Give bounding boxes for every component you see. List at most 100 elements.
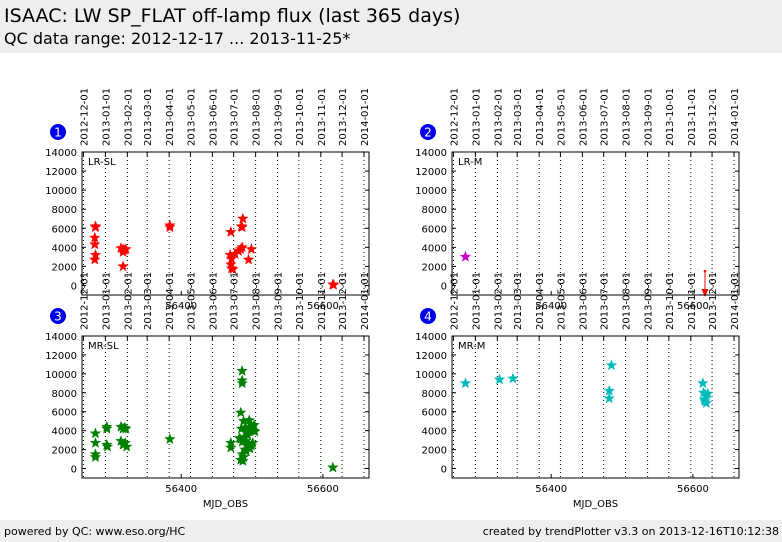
date-tick-label: 2013-03-01 bbox=[143, 272, 154, 330]
data-point bbox=[459, 250, 472, 262]
date-tick-label: 2013-10-01 bbox=[295, 272, 306, 330]
data-point bbox=[225, 441, 237, 453]
page-subtitle: QC data range: 2012-12-17 ... 2013-11-25… bbox=[4, 29, 351, 48]
y-tick-label: 4000 bbox=[52, 243, 77, 254]
date-tick-label: 2012-12-01 bbox=[79, 88, 90, 146]
y-tick-label: 0 bbox=[71, 281, 77, 292]
x-tick-label: 56600 bbox=[677, 301, 709, 312]
y-tick-label: 0 bbox=[71, 465, 77, 476]
data-point bbox=[164, 221, 176, 233]
date-tick-label: 2013-09-01 bbox=[644, 88, 655, 146]
date-tick-label: 2013-08-01 bbox=[252, 88, 263, 146]
plot-background bbox=[82, 336, 369, 478]
date-tick-label: 2013-04-01 bbox=[165, 272, 176, 330]
plot-frame bbox=[81, 151, 370, 296]
data-point bbox=[236, 377, 248, 389]
y-tick-label: 14000 bbox=[415, 148, 447, 159]
x-tick-label: 56600 bbox=[307, 484, 339, 495]
y-tick-label: 2000 bbox=[52, 262, 77, 273]
date-tick-label: 2013-09-01 bbox=[644, 272, 655, 330]
date-tick-label: 2013-03-01 bbox=[513, 88, 524, 146]
y-tick-label: 10000 bbox=[45, 370, 77, 381]
panel-number: 1 bbox=[54, 126, 62, 140]
date-tick-label: 2013-10-01 bbox=[295, 88, 306, 146]
data-point bbox=[697, 377, 709, 389]
y-tick-label: 12000 bbox=[45, 167, 77, 178]
data-point bbox=[459, 377, 472, 389]
date-tick-label: 2013-08-01 bbox=[622, 88, 633, 146]
x-tick-label: 56400 bbox=[165, 484, 197, 495]
panel-number: 3 bbox=[54, 310, 62, 324]
date-tick-label: 2013-03-01 bbox=[513, 272, 524, 330]
date-tick-label: 2014-01-01 bbox=[730, 272, 741, 330]
data-point bbox=[240, 445, 253, 457]
panel-number: 4 bbox=[424, 310, 432, 324]
date-tick-label: 2013-07-01 bbox=[230, 272, 241, 330]
y-tick-label: 2000 bbox=[422, 446, 447, 457]
footer-powered-by: powered by QC: www.eso.org/HC bbox=[4, 525, 186, 538]
date-tick-label: 2013-04-01 bbox=[165, 88, 176, 146]
data-point bbox=[247, 436, 259, 448]
x-tick-label: 56600 bbox=[307, 301, 339, 312]
plot-background bbox=[82, 152, 369, 295]
x-tick-label: 56400 bbox=[535, 484, 567, 495]
header-bar: ISAAC: LW SP_FLAT off-lamp flux (last 36… bbox=[0, 0, 782, 53]
data-point bbox=[327, 278, 340, 290]
series-label: LR-SL bbox=[88, 157, 116, 168]
plot-background bbox=[452, 152, 739, 295]
date-tick-label: 2013-12-01 bbox=[708, 272, 719, 330]
y-tick-label: 10000 bbox=[415, 370, 447, 381]
date-tick-label: 2014-01-01 bbox=[730, 88, 741, 146]
date-tick-label: 2013-11-01 bbox=[687, 272, 698, 330]
footer-bar: powered by QC: www.eso.org/HC created by… bbox=[0, 520, 782, 542]
y-tick-label: 4000 bbox=[52, 427, 77, 438]
data-point bbox=[164, 433, 176, 445]
data-point bbox=[236, 364, 248, 376]
date-tick-label: 2013-05-01 bbox=[186, 272, 197, 330]
date-tick-label: 2013-01-01 bbox=[471, 272, 482, 330]
date-tick-label: 2013-07-01 bbox=[600, 88, 611, 146]
date-tick-label: 2013-04-01 bbox=[535, 88, 546, 146]
y-tick-label: 10000 bbox=[45, 186, 77, 197]
data-point bbox=[237, 212, 249, 224]
data-point bbox=[89, 451, 102, 463]
data-point bbox=[227, 263, 239, 275]
y-tick-label: 6000 bbox=[422, 408, 447, 419]
plot-frame bbox=[451, 335, 740, 479]
data-point bbox=[101, 422, 113, 434]
date-tick-label: 2013-12-01 bbox=[338, 272, 349, 330]
panel-number: 2 bbox=[424, 126, 432, 140]
y-tick-label: 6000 bbox=[52, 224, 77, 235]
date-tick-label: 2013-12-01 bbox=[338, 88, 349, 146]
y-tick-label: 6000 bbox=[422, 224, 447, 235]
date-tick-label: 2013-06-01 bbox=[208, 88, 219, 146]
date-tick-label: 2013-09-01 bbox=[274, 272, 285, 330]
date-tick-label: 2013-11-01 bbox=[317, 272, 328, 330]
x-tick-label: 56600 bbox=[677, 484, 709, 495]
chart-panel-4: 2012-12-01 2013-01-01 2013-02-01 2013-03-01… bbox=[415, 272, 741, 510]
arrow-head bbox=[701, 289, 709, 297]
y-tick-label: 2000 bbox=[422, 262, 447, 273]
data-point bbox=[120, 440, 133, 452]
plot-frame bbox=[451, 151, 740, 296]
date-tick-label: 2013-02-01 bbox=[493, 88, 504, 146]
date-tick-label: 2013-10-01 bbox=[665, 88, 676, 146]
y-tick-label: 14000 bbox=[45, 332, 77, 343]
y-tick-label: 8000 bbox=[52, 205, 77, 216]
data-point bbox=[242, 424, 255, 436]
panel-badge bbox=[420, 124, 436, 140]
date-tick-label: 2013-01-01 bbox=[471, 88, 482, 146]
data-point bbox=[493, 373, 506, 385]
data-point bbox=[245, 243, 258, 255]
y-tick-label: 2000 bbox=[52, 446, 77, 457]
footer-created-by: created by trendPlotter v3.3 on 2013-12-… bbox=[482, 525, 779, 538]
date-tick-label: 2013-06-01 bbox=[578, 272, 589, 330]
chart-panel-1: 2012-12-01 2013-01-01 2013-02-01 2013-03-01… bbox=[45, 88, 371, 312]
date-tick-label: 2013-11-01 bbox=[687, 88, 698, 146]
date-tick-label: 2012-12-01 bbox=[79, 272, 90, 330]
y-tick-label: 12000 bbox=[45, 351, 77, 362]
date-tick-label: 2013-02-01 bbox=[123, 272, 134, 330]
data-point bbox=[235, 422, 248, 434]
data-point bbox=[225, 226, 237, 237]
date-tick-label: 2013-05-01 bbox=[186, 88, 197, 146]
